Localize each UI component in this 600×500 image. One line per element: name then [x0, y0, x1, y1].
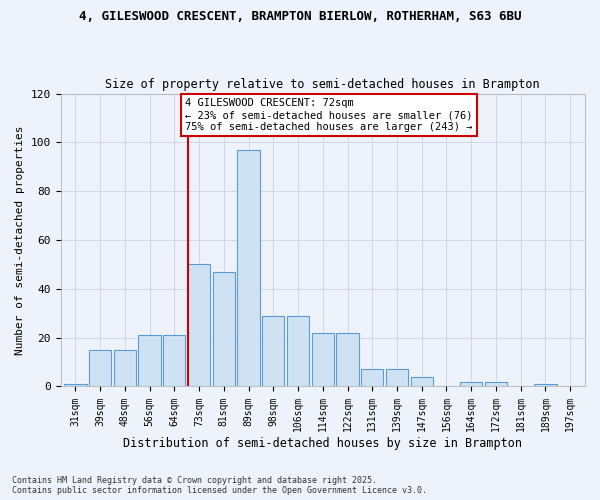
Bar	[64, 384, 86, 386]
Bar	[311, 333, 334, 386]
Bar	[238, 150, 260, 386]
Bar	[114, 350, 136, 387]
Bar	[262, 316, 284, 386]
Bar	[460, 382, 482, 386]
Y-axis label: Number of semi-detached properties: Number of semi-detached properties	[15, 126, 25, 355]
Bar	[212, 272, 235, 386]
Bar	[410, 376, 433, 386]
Bar	[386, 370, 408, 386]
Bar	[361, 370, 383, 386]
Bar	[534, 384, 557, 386]
Text: 4, GILESWOOD CRESCENT, BRAMPTON BIERLOW, ROTHERHAM, S63 6BU: 4, GILESWOOD CRESCENT, BRAMPTON BIERLOW,…	[79, 10, 521, 23]
Text: 4 GILESWOOD CRESCENT: 72sqm
← 23% of semi-detached houses are smaller (76)
75% o: 4 GILESWOOD CRESCENT: 72sqm ← 23% of sem…	[185, 98, 473, 132]
Bar	[89, 350, 111, 387]
Text: Contains HM Land Registry data © Crown copyright and database right 2025.
Contai: Contains HM Land Registry data © Crown c…	[12, 476, 427, 495]
Bar	[188, 264, 210, 386]
Bar	[485, 382, 507, 386]
Bar	[287, 316, 309, 386]
X-axis label: Distribution of semi-detached houses by size in Brampton: Distribution of semi-detached houses by …	[123, 437, 522, 450]
Title: Size of property relative to semi-detached houses in Brampton: Size of property relative to semi-detach…	[106, 78, 540, 91]
Bar	[337, 333, 359, 386]
Bar	[139, 335, 161, 386]
Bar	[163, 335, 185, 386]
